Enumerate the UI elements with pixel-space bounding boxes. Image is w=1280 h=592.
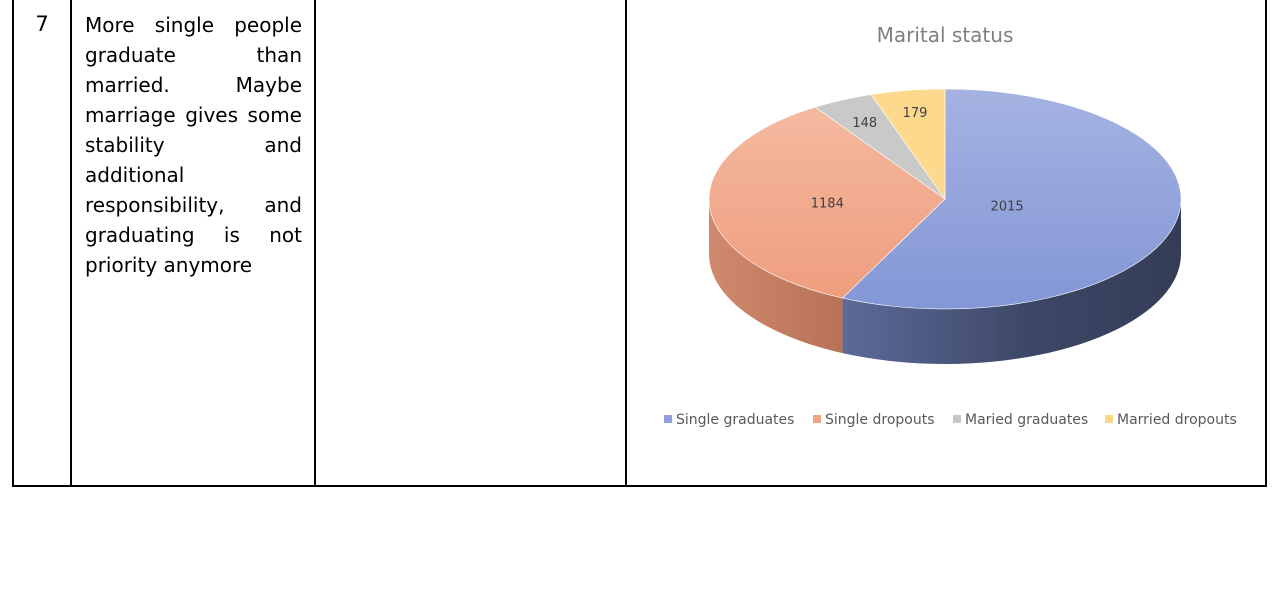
pie-side-single-graduates	[842, 199, 1181, 364]
legend-item-maried-graduates: Maried graduates	[953, 412, 1088, 428]
legend-swatch-single-dropouts	[813, 415, 821, 423]
table-row: 7 More single people graduate than marri…	[12, 0, 1267, 487]
row-number: 7	[35, 12, 49, 36]
data-label-maried-graduates: 148	[852, 116, 877, 131]
chart-title: Marital status	[877, 23, 1014, 47]
pie-slices	[708, 88, 1182, 310]
document-table: 7 More single people graduate than marri…	[12, 0, 1267, 487]
observation-text: More single people graduate than married…	[85, 13, 302, 277]
legend-swatch-maried-graduates	[953, 415, 961, 423]
empty-cell	[314, 0, 627, 487]
legend-item-single-dropouts: Single dropouts	[813, 412, 935, 428]
legend-swatch-single-graduates	[664, 415, 672, 423]
observation-cell: More single people graduate than married…	[70, 0, 316, 487]
legend-item-single-graduates: Single graduates	[664, 412, 794, 428]
row-number-cell: 7	[12, 0, 72, 487]
pie-slice-married-dropouts	[870, 88, 946, 200]
legend-item-married-dropouts: Married dropouts	[1105, 412, 1237, 428]
legend-swatch-married-dropouts	[1105, 415, 1113, 423]
pie-chart: Marital status 2015 1184 148 179 Single gra…	[664, 23, 1237, 428]
legend-label-maried-graduates: Maried graduates	[965, 412, 1088, 428]
data-label-single-dropouts: 1184	[811, 197, 844, 212]
legend-label-single-graduates: Single graduates	[676, 412, 794, 428]
legend-label-single-dropouts: Single dropouts	[825, 412, 935, 428]
pie-slice-single-graduates	[841, 88, 1182, 310]
data-label-married-dropouts: 179	[903, 106, 928, 121]
legend-label-married-dropouts: Married dropouts	[1117, 412, 1237, 428]
pie-slice-single-dropouts	[708, 106, 946, 299]
chart-cell: Marital status 2015 1184 148 179 Single gra…	[625, 0, 1267, 487]
data-label-single-graduates: 2015	[991, 200, 1024, 215]
chart-legend: Single graduates Single dropouts Maried gr…	[664, 412, 1237, 428]
pie-data-labels: 2015 1184 148 179	[811, 106, 1024, 215]
